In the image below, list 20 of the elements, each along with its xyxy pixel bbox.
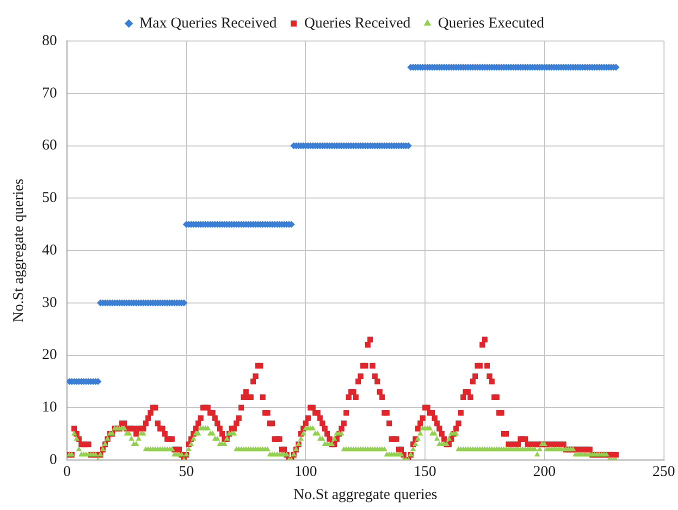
y-tick-label: 60 <box>42 138 57 154</box>
legend-label: Queries Received <box>304 15 411 32</box>
x-tick-label: 100 <box>294 464 317 480</box>
x-tick-label: 250 <box>652 464 675 480</box>
y-tick-label: 10 <box>42 400 57 416</box>
y-tick-label: 80 <box>42 32 57 49</box>
x-tick-label: 200 <box>533 464 556 480</box>
y-tick-label: 40 <box>42 242 57 258</box>
y-tick-label: 50 <box>42 190 57 206</box>
y-tick-label: 30 <box>42 294 57 311</box>
y-tick-label: 20 <box>42 347 57 364</box>
y-axis-title: No.St aggregate queries <box>10 178 27 322</box>
y-tick-label: 70 <box>42 85 57 102</box>
x-axis-title: No.St aggregate queries <box>294 486 438 503</box>
x-tick-label: 50 <box>178 464 194 480</box>
legend-label: Max Queries Received <box>139 15 278 32</box>
y-tick-label: 0 <box>50 452 57 468</box>
x-tick-label: 0 <box>63 464 71 480</box>
legend-label: Queries Executed <box>438 15 545 32</box>
x-tick-label: 150 <box>414 464 436 480</box>
